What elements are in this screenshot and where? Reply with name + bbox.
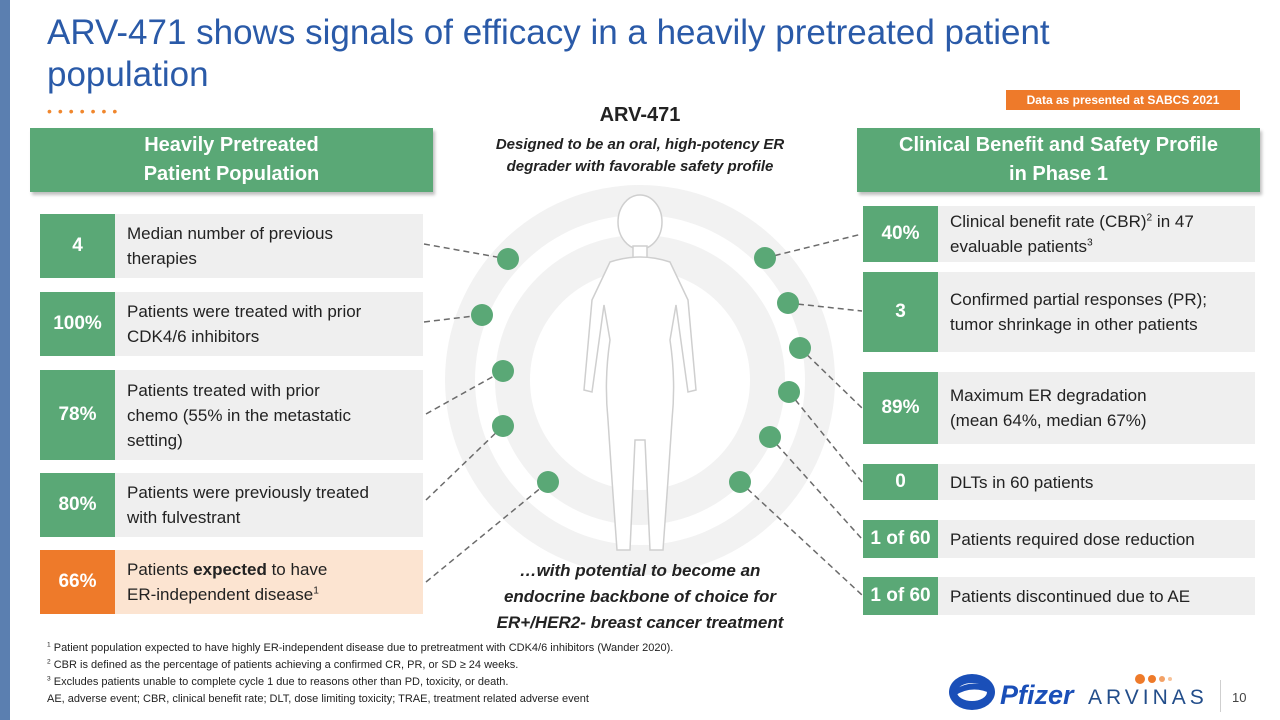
stat-value: 3 (863, 272, 938, 352)
arvinas-wordmark: ARVINAS (1088, 686, 1208, 709)
connector-lines (423, 233, 863, 596)
woman-silhouette-icon (583, 194, 697, 551)
stat-value: 4 (40, 214, 115, 278)
stat-value: 1 of 60 (863, 520, 938, 558)
center-subtitle: Designed to be an oral, high-potency ER d… (495, 136, 785, 175)
stat-description: Patients discontinued due to AE (938, 577, 1255, 615)
stat-value: 1 of 60 (863, 577, 938, 615)
slide-title: ARV-471 shows signals of efficacy in a h… (47, 13, 1050, 94)
stat-description: Patients were previously treated with ful… (115, 473, 423, 537)
decorative-dots: ••••••• (47, 103, 124, 119)
stat-description: Patients treated with prior chemo (55% in… (115, 370, 423, 460)
stat-value: 0 (863, 464, 938, 500)
stat-description: Maximum ER degradation (mean 64%, median … (938, 372, 1255, 444)
arvinas-dots-icon (1135, 674, 1172, 684)
footnote-3: 3 Excludes patients unable to complete c… (47, 675, 509, 688)
footer-divider (1220, 680, 1221, 712)
footnotes: 1 Patient population expected to have hi… (47, 640, 673, 708)
stat-description: Patients were treated with prior CDK4/6 i… (115, 292, 423, 356)
stat-description: Median number of previous therapies (115, 214, 423, 278)
right-row-partial-responses: 3 Confirmed partial responses (PR); tumor… (863, 272, 1255, 352)
left-row-cdk46: 100% Patients were treated with prior CDK… (40, 292, 423, 356)
stat-value: 89% (863, 372, 938, 444)
footnote-1: 1 Patient population expected to have hi… (47, 641, 674, 654)
center-bottom-statement: …with potential to become an endocrine ba… (496, 561, 784, 632)
page-number: 10 (1232, 690, 1247, 705)
connector-dots (471, 247, 811, 493)
left-row-er-independent: 66% Patients expected to have ER-independ… (40, 550, 423, 614)
center-title: ARV-471 (599, 104, 681, 126)
right-row-dose-reduction: 1 of 60 Patients required dose reduction (863, 520, 1255, 558)
right-row-cbr: 40% Clinical benefit rate (CBR)2 in 47 ev… (863, 206, 1255, 262)
left-row-fulvestrant: 80% Patients were previously treated with… (40, 473, 423, 537)
side-accent-bar (0, 0, 10, 720)
pfizer-wordmark: Pfizer (1000, 680, 1074, 710)
footnote-abbreviations: AE, adverse event; CBR, clinical benefit… (47, 693, 589, 705)
right-section-header: Clinical Benefit and Safety Profile in Ph… (857, 128, 1260, 192)
stat-value: 80% (40, 473, 115, 537)
stat-description: Confirmed partial responses (PR); tumor s… (938, 272, 1255, 352)
stat-value: 66% (40, 550, 115, 614)
stat-description: Clinical benefit rate (CBR)2 in 47 evalua… (938, 206, 1255, 262)
left-row-median-therapies: 4 Median number of previous therapies (40, 214, 423, 278)
right-row-er-degradation: 89% Maximum ER degradation (mean 64%, med… (863, 372, 1255, 444)
right-row-dlts: 0 DLTs in 60 patients (863, 464, 1255, 500)
stat-value: 100% (40, 292, 115, 356)
stat-value: 40% (863, 206, 938, 262)
right-row-discontinued: 1 of 60 Patients discontinued due to AE (863, 577, 1255, 615)
footnote-2: 2 CBR is defined as the percentage of pa… (47, 658, 519, 671)
pfizer-logo-icon (949, 674, 995, 710)
data-source-badge: Data as presented at SABCS 2021 (1006, 90, 1240, 110)
left-row-chemo: 78% Patients treated with prior chemo (55… (40, 370, 423, 460)
stat-description: Patients expected to have ER-independent … (115, 550, 423, 614)
left-section-header: Heavily Pretreated Patient Population (30, 128, 433, 192)
stat-description: DLTs in 60 patients (938, 464, 1255, 500)
stat-description: Patients required dose reduction (938, 520, 1255, 558)
stat-value: 78% (40, 370, 115, 460)
